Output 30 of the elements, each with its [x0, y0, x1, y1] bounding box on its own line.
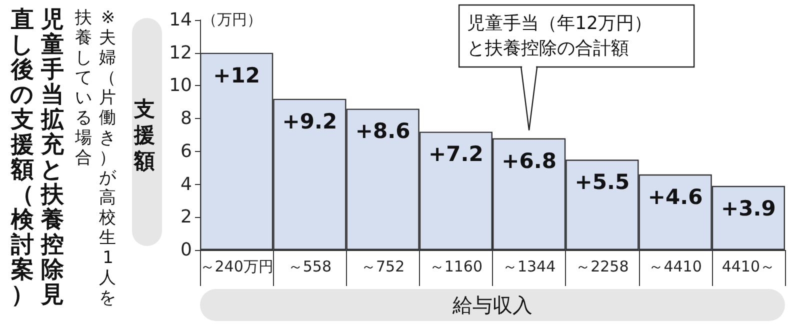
- y-tick-label: 2: [180, 206, 192, 228]
- data-label: +8.6: [355, 119, 410, 144]
- chart-title: 児童手当拡充と扶養控除見直し後の支援額（検討案）: [10, 7, 67, 308]
- x-tick-label: ～4410: [648, 258, 702, 276]
- x-tick-label: ～752: [360, 258, 405, 276]
- text: ※夫婦（片働き）が高校生1人を扶養している場合: [75, 8, 119, 308]
- y-tick-label: 8: [180, 108, 192, 130]
- y-tick-label: 4: [180, 174, 192, 195]
- x-tick-label: 4410～: [722, 258, 776, 276]
- data-label: +4.6: [648, 184, 703, 209]
- x-tick-label: ～558: [288, 258, 332, 276]
- y-axis-title: 支援額: [134, 97, 158, 173]
- y-tick-label: 0: [180, 240, 192, 260]
- y-tick-label: 10: [169, 75, 192, 96]
- data-label: +7.2: [428, 142, 484, 166]
- data-label: +5.5: [574, 170, 630, 194]
- data-label: +6.8: [502, 148, 556, 173]
- data-label: +3.9: [721, 196, 776, 220]
- x-tick-label: ～1160: [429, 258, 483, 276]
- data-label: +9.2: [282, 109, 338, 134]
- y-tick-label: 6: [180, 140, 192, 162]
- x-tick-label: ～2258: [576, 258, 629, 276]
- annotation: （万円）: [202, 10, 262, 28]
- x-tick-label: ～240万円: [200, 258, 274, 276]
- y-tick-label: 12: [169, 42, 192, 64]
- data-label: +12: [213, 63, 260, 88]
- annotation: 児童手当（年12万円）と扶養控除の合計額: [467, 13, 652, 59]
- x-axis-title: 給与収入: [452, 292, 534, 318]
- y-tick-label: 14: [169, 10, 192, 30]
- x-tick-label: ～1344: [502, 258, 556, 276]
